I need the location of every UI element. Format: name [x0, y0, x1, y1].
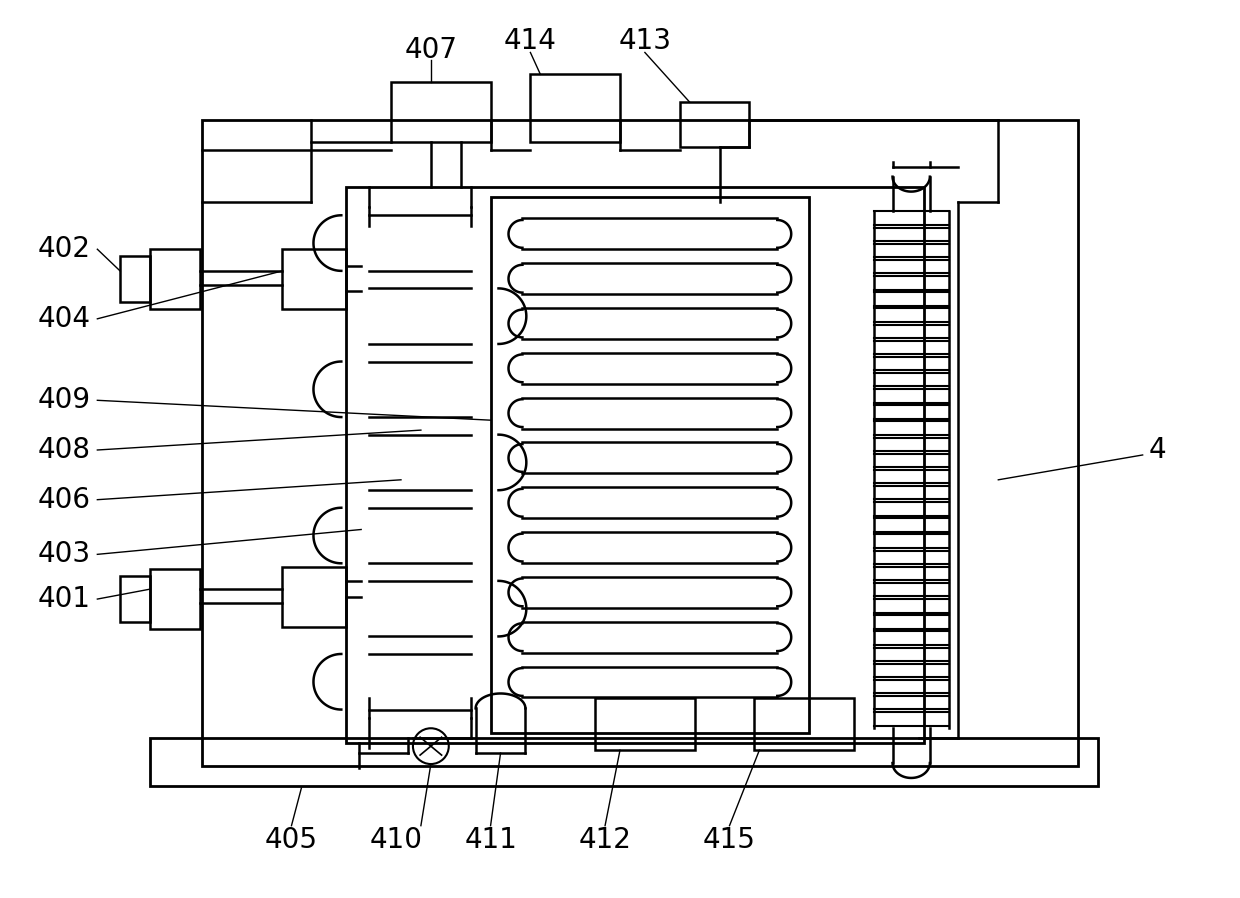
- Text: 401: 401: [38, 585, 91, 613]
- Bar: [391, 83, 491, 142]
- Bar: [120, 256, 150, 302]
- Text: 415: 415: [703, 825, 756, 854]
- Text: 404: 404: [38, 304, 91, 333]
- Text: 406: 406: [38, 486, 91, 514]
- Bar: [281, 568, 346, 627]
- Text: 4: 4: [1148, 436, 1167, 464]
- Text: 408: 408: [38, 436, 91, 464]
- Text: 405: 405: [265, 825, 317, 854]
- Text: 409: 409: [38, 386, 91, 414]
- Text: 410: 410: [370, 825, 423, 854]
- Text: 412: 412: [579, 825, 631, 854]
- Bar: [202, 120, 1078, 766]
- Text: 402: 402: [38, 235, 91, 263]
- Bar: [120, 577, 150, 622]
- Bar: [346, 187, 924, 744]
- Bar: [491, 197, 810, 734]
- Bar: [150, 738, 1097, 786]
- Bar: [680, 102, 749, 147]
- Bar: [281, 250, 346, 309]
- Bar: [150, 569, 200, 629]
- Bar: [531, 75, 620, 142]
- Text: 403: 403: [38, 541, 91, 568]
- Text: 407: 407: [404, 37, 458, 65]
- Bar: [754, 699, 854, 750]
- Bar: [150, 250, 200, 309]
- Text: 414: 414: [503, 27, 557, 55]
- Text: 413: 413: [619, 27, 671, 55]
- Bar: [595, 699, 694, 750]
- Text: 411: 411: [464, 825, 517, 854]
